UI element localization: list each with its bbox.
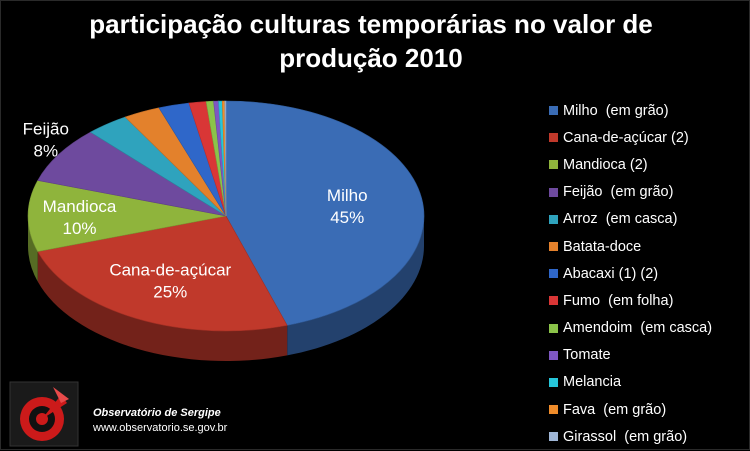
pie-slice-0 <box>225 100 425 326</box>
pie-labels: Milho 45% Cana-de-açúcar 25% Mandioca 10% Feij… <box>23 120 368 302</box>
legend-label: Mandioca (2) <box>563 156 648 173</box>
slice-percent-0: 45% <box>330 208 364 227</box>
legend-label: Arroz (em casca) <box>563 211 678 228</box>
legend-swatch <box>549 405 558 415</box>
legend-item: Melancia <box>549 369 712 396</box>
legend-swatch <box>549 187 558 197</box>
slice-percent-2: 10% <box>63 219 97 238</box>
legend-item: Arroz (em casca) <box>549 206 712 233</box>
legend-swatch <box>549 377 558 387</box>
slice-label-2: Mandioca <box>43 197 117 216</box>
legend-label: Girassol (em grão) <box>563 428 688 445</box>
legend-label: Amendoim (em casca) <box>563 320 713 337</box>
legend-swatch <box>549 242 558 252</box>
pie-side-0 <box>287 216 424 356</box>
legend-label: Milho (em grão) <box>563 102 669 119</box>
pie-side-2 <box>28 216 38 282</box>
legend-swatch <box>549 106 558 116</box>
legend-item: Mandioca (2) <box>549 151 712 178</box>
legend-item: Tomate <box>549 342 712 369</box>
chart-title: participação culturas temporárias no val… <box>1 7 741 75</box>
pie-side-walls <box>28 216 424 361</box>
pie-slice-1 <box>37 215 288 332</box>
source-name: Observatório de Sergipe <box>93 407 221 419</box>
legend-swatch <box>549 350 558 360</box>
slice-label-0: Milho <box>327 186 368 205</box>
legend-swatch <box>549 296 558 306</box>
legend-swatch <box>549 323 558 333</box>
legend-item: Abacaxi (1) (2) <box>549 260 712 287</box>
legend-swatch <box>549 214 558 224</box>
legend-label: Fumo (em folha) <box>563 292 674 309</box>
legend-label: Batata-doce <box>563 238 642 255</box>
pie-slice-2 <box>27 180 227 252</box>
slice-label-3: Feijão <box>23 120 69 139</box>
pie-side-1 <box>37 251 288 361</box>
legend-item: Feijão (em grão) <box>549 179 712 206</box>
legend-item: Milho (em grão) <box>549 97 712 124</box>
legend-swatch <box>549 160 558 170</box>
legend-label: Feijão (em grão) <box>563 184 674 201</box>
legend-item: Fumo (em folha) <box>549 287 712 314</box>
legend-swatch <box>549 432 558 442</box>
legend-item: Batata-doce <box>549 233 712 260</box>
legend-swatch <box>549 133 558 143</box>
legend-label: Tomate <box>563 347 611 364</box>
chart-legend: Milho (em grão) Cana-de-açúcar (2) Mandioc… <box>549 97 712 450</box>
legend-item: Cana-de-açúcar (2) <box>549 124 712 151</box>
legend-item: Amendoim (em casca) <box>549 315 712 342</box>
legend-item: Fava (em grão) <box>549 396 712 423</box>
slice-label-1: Cana-de-açúcar <box>109 261 231 280</box>
legend-label: Fava (em grão) <box>563 401 667 418</box>
legend-swatch <box>549 269 558 279</box>
legend-label: Melancia <box>563 374 622 391</box>
pie-slice-12 <box>224 100 227 217</box>
observatorio-logo <box>9 381 79 447</box>
legend-item: Girassol (em grão) <box>549 423 712 450</box>
source-credit: Observatório de Sergipe www.observatorio… <box>93 406 227 436</box>
pie-slice-3 <box>37 131 227 217</box>
chart-title-line-2: produção 2010 <box>279 43 463 73</box>
legend-label: Abacaxi (1) (2) <box>563 265 659 282</box>
pie-slices <box>27 100 425 332</box>
chart-title-line-1: participação culturas temporárias no val… <box>89 9 653 39</box>
slice-percent-1: 25% <box>153 283 187 302</box>
legend-label: Cana-de-açúcar (2) <box>563 129 689 146</box>
slice-percent-3: 8% <box>34 142 59 161</box>
source-url: www.observatorio.se.gov.br <box>93 422 228 434</box>
